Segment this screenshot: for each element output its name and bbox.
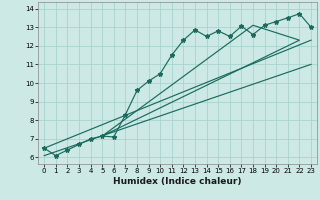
- X-axis label: Humidex (Indice chaleur): Humidex (Indice chaleur): [113, 177, 242, 186]
